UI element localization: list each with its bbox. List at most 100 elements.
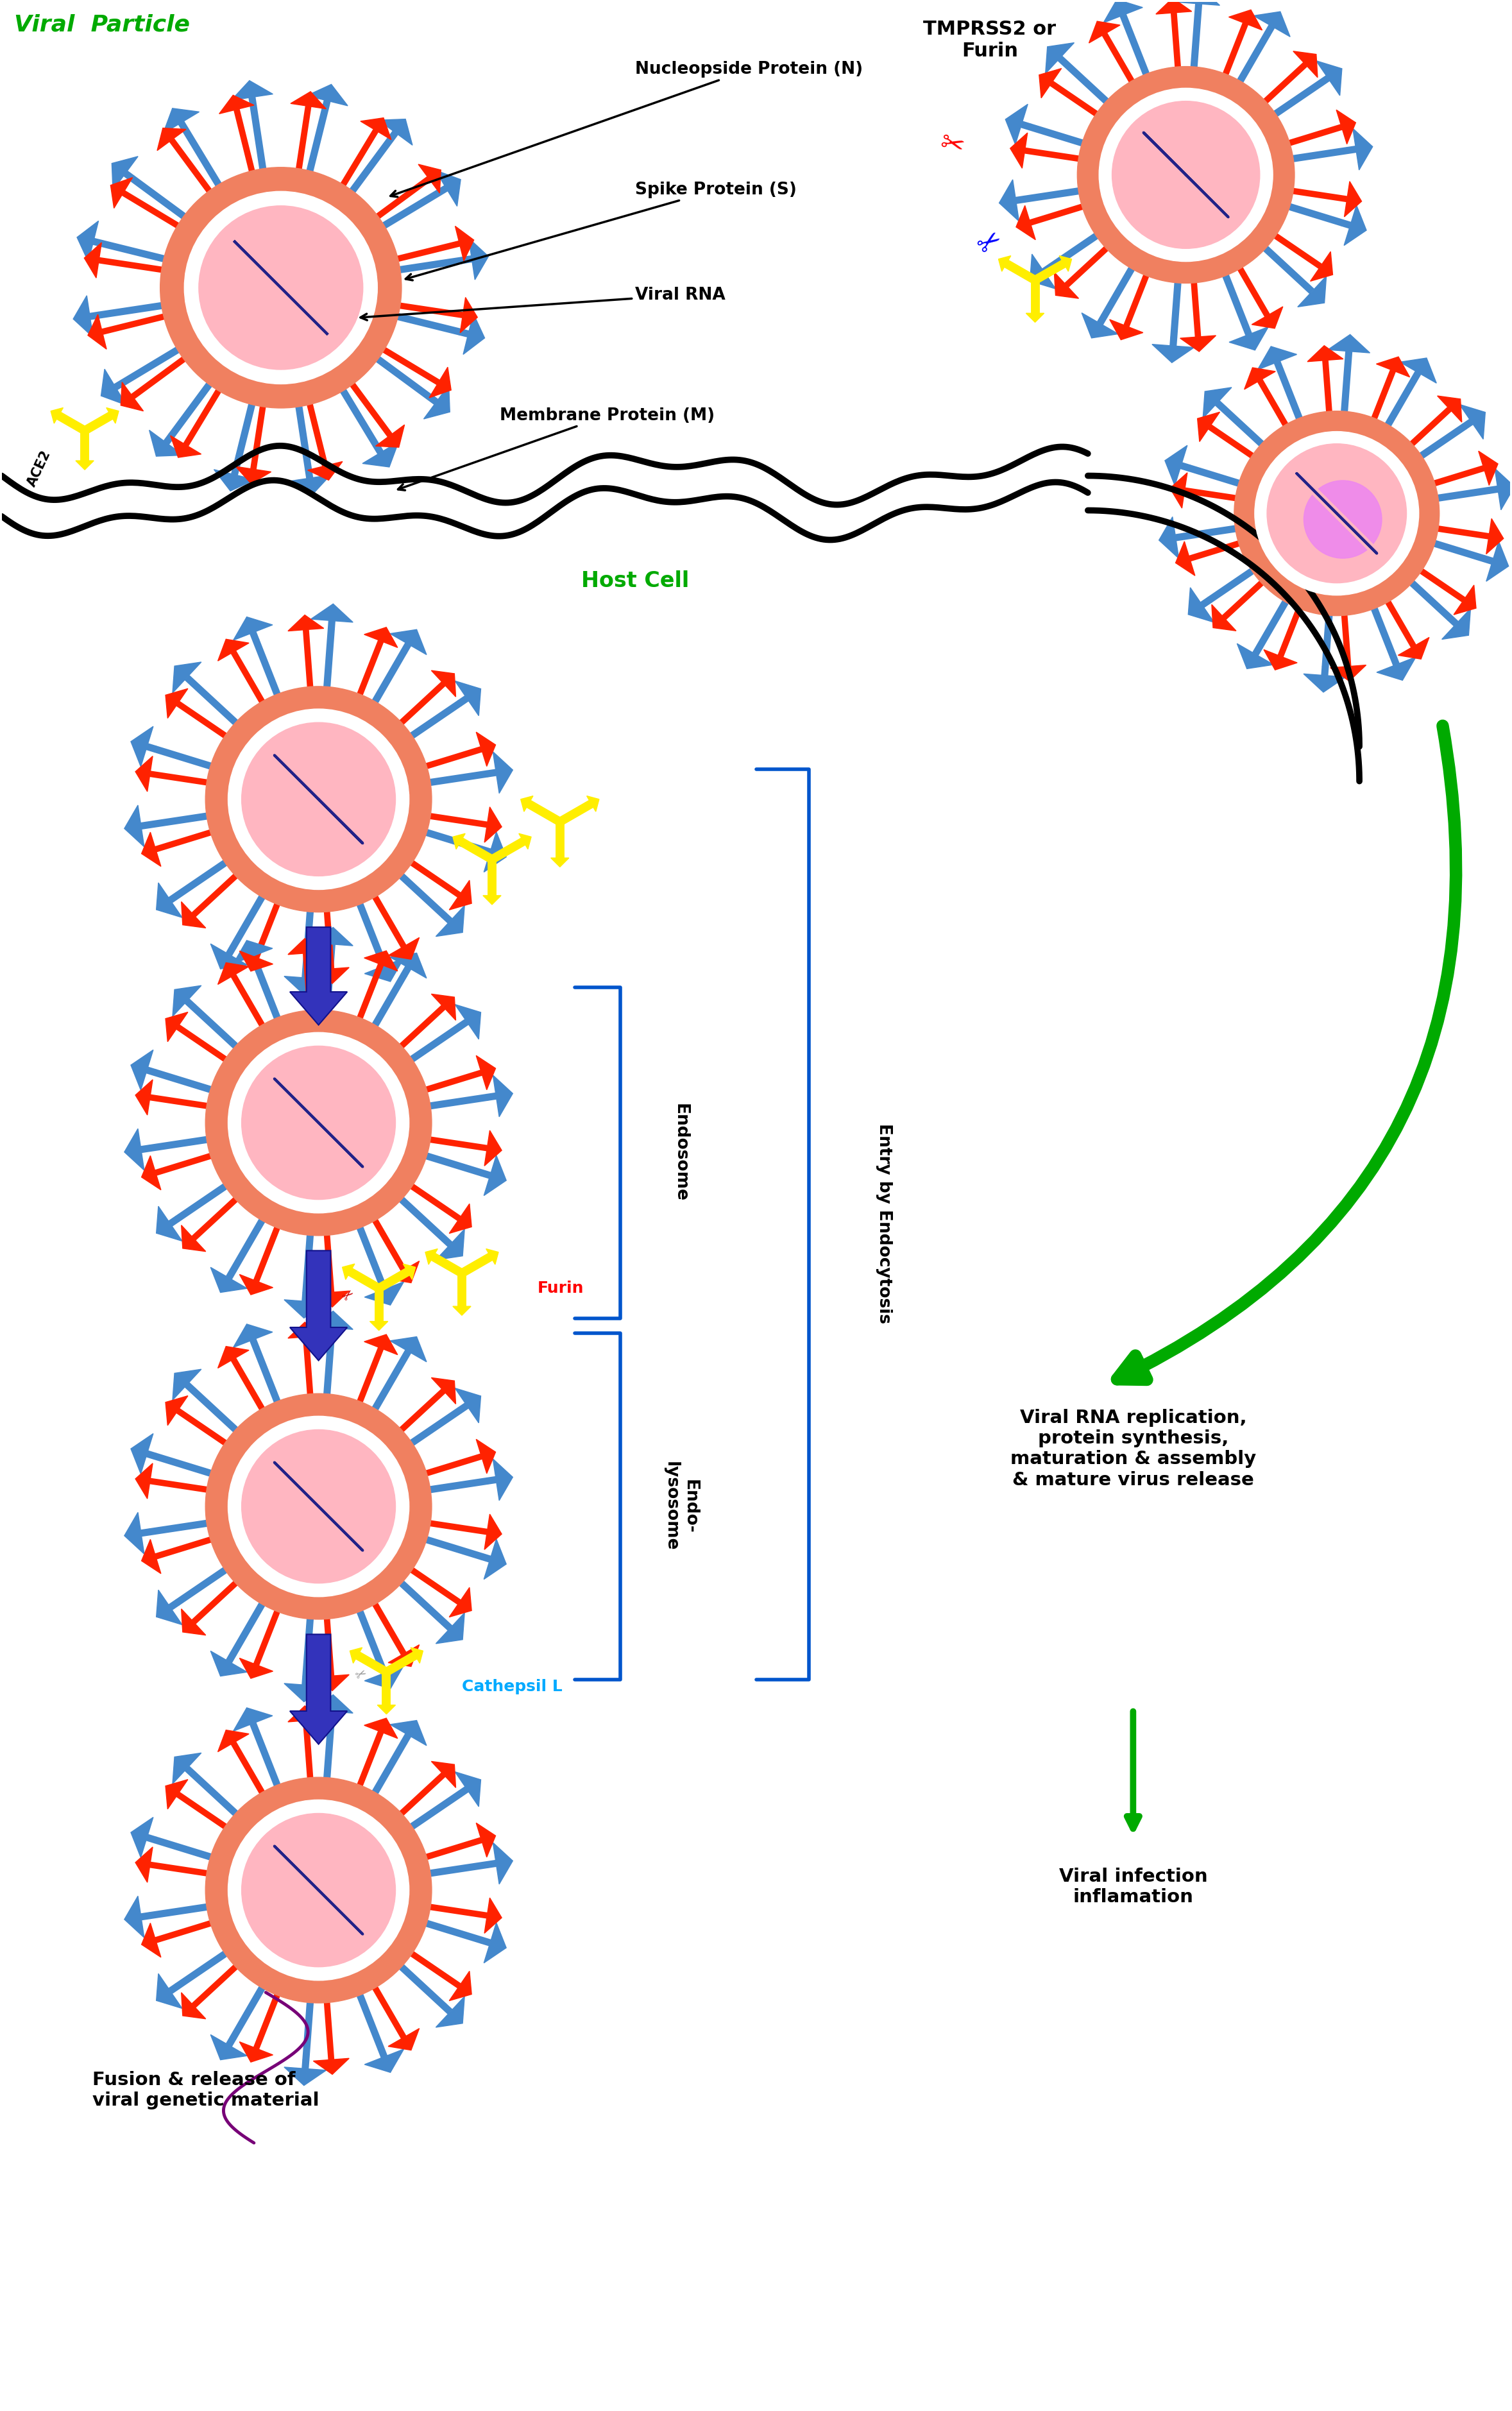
Polygon shape: [435, 907, 464, 935]
Polygon shape: [124, 1128, 144, 1169]
Circle shape: [206, 687, 432, 911]
Text: ✂: ✂: [972, 224, 1007, 260]
Polygon shape: [313, 967, 349, 984]
Polygon shape: [121, 383, 144, 410]
Polygon shape: [1244, 366, 1276, 388]
Polygon shape: [181, 902, 206, 928]
Polygon shape: [181, 1608, 206, 1635]
Circle shape: [228, 1415, 410, 1596]
Polygon shape: [1005, 104, 1028, 145]
Polygon shape: [1353, 128, 1373, 171]
Polygon shape: [76, 461, 94, 470]
Polygon shape: [112, 157, 138, 190]
Polygon shape: [142, 1924, 160, 1958]
Polygon shape: [124, 805, 144, 846]
Polygon shape: [520, 796, 534, 813]
Polygon shape: [165, 1013, 187, 1042]
Polygon shape: [587, 796, 599, 813]
Polygon shape: [171, 436, 201, 458]
Polygon shape: [429, 366, 451, 398]
Polygon shape: [484, 1155, 507, 1196]
Text: Viral RNA replication,
protein synthesis,
maturation & assembly
& mature virus r: Viral RNA replication, protein synthesis…: [1010, 1408, 1256, 1490]
Polygon shape: [150, 429, 183, 456]
Polygon shape: [389, 1644, 419, 1666]
Polygon shape: [364, 1333, 398, 1355]
Polygon shape: [239, 950, 274, 972]
Text: TMPRSS2 or
Furin: TMPRSS2 or Furin: [924, 19, 1057, 60]
Polygon shape: [404, 1263, 416, 1280]
Polygon shape: [239, 1659, 274, 1678]
Polygon shape: [132, 1435, 153, 1473]
Polygon shape: [136, 1847, 153, 1883]
Polygon shape: [390, 952, 426, 979]
Polygon shape: [1204, 388, 1232, 420]
Polygon shape: [435, 1230, 464, 1261]
Polygon shape: [370, 1321, 389, 1331]
Polygon shape: [1155, 0, 1191, 14]
Polygon shape: [425, 1249, 437, 1263]
Text: ✂: ✂: [937, 128, 968, 162]
Polygon shape: [463, 313, 485, 354]
Polygon shape: [423, 386, 451, 420]
Polygon shape: [455, 680, 481, 716]
Polygon shape: [284, 2066, 327, 2086]
Polygon shape: [364, 957, 404, 981]
Polygon shape: [455, 1772, 481, 1806]
Polygon shape: [73, 297, 94, 338]
Polygon shape: [493, 1459, 513, 1500]
Circle shape: [206, 1394, 432, 1620]
Polygon shape: [476, 1056, 496, 1090]
Polygon shape: [364, 950, 398, 972]
Polygon shape: [389, 2028, 419, 2049]
Polygon shape: [484, 1897, 502, 1934]
Polygon shape: [449, 1972, 472, 2001]
Polygon shape: [219, 94, 254, 113]
Text: Entry by Endocytosis: Entry by Endocytosis: [875, 1124, 892, 1324]
Polygon shape: [233, 1324, 272, 1348]
Polygon shape: [452, 834, 466, 849]
Polygon shape: [364, 1666, 404, 1688]
Polygon shape: [1253, 12, 1290, 36]
Polygon shape: [1376, 357, 1409, 376]
Polygon shape: [284, 1683, 327, 1702]
Polygon shape: [364, 627, 398, 649]
Polygon shape: [435, 1996, 464, 2028]
Polygon shape: [239, 2042, 274, 2061]
Polygon shape: [136, 757, 153, 791]
Polygon shape: [172, 986, 201, 1017]
Polygon shape: [484, 808, 502, 841]
Circle shape: [1234, 410, 1439, 615]
Polygon shape: [390, 629, 426, 656]
Polygon shape: [1400, 357, 1436, 383]
Polygon shape: [1175, 542, 1194, 576]
Polygon shape: [101, 369, 127, 405]
Polygon shape: [132, 726, 153, 767]
Polygon shape: [106, 407, 119, 424]
Polygon shape: [181, 1225, 206, 1251]
Polygon shape: [1060, 256, 1072, 272]
Polygon shape: [1188, 588, 1214, 622]
Polygon shape: [484, 1131, 502, 1167]
Polygon shape: [287, 938, 324, 955]
Circle shape: [1303, 480, 1382, 559]
Polygon shape: [284, 976, 327, 996]
Circle shape: [228, 1032, 410, 1213]
Polygon shape: [1293, 51, 1317, 77]
Polygon shape: [284, 1300, 327, 1319]
Polygon shape: [124, 1512, 144, 1555]
Polygon shape: [172, 663, 201, 692]
Polygon shape: [1308, 345, 1343, 362]
Polygon shape: [239, 1275, 274, 1295]
Polygon shape: [1337, 111, 1356, 145]
Polygon shape: [485, 1249, 499, 1263]
Polygon shape: [231, 80, 272, 101]
FancyArrow shape: [290, 1251, 348, 1360]
Polygon shape: [1486, 540, 1509, 581]
Circle shape: [1111, 101, 1259, 248]
Polygon shape: [124, 1895, 144, 1938]
Polygon shape: [389, 938, 419, 960]
Polygon shape: [77, 222, 98, 263]
Polygon shape: [452, 1307, 470, 1316]
Polygon shape: [469, 239, 488, 280]
Polygon shape: [1229, 328, 1269, 350]
